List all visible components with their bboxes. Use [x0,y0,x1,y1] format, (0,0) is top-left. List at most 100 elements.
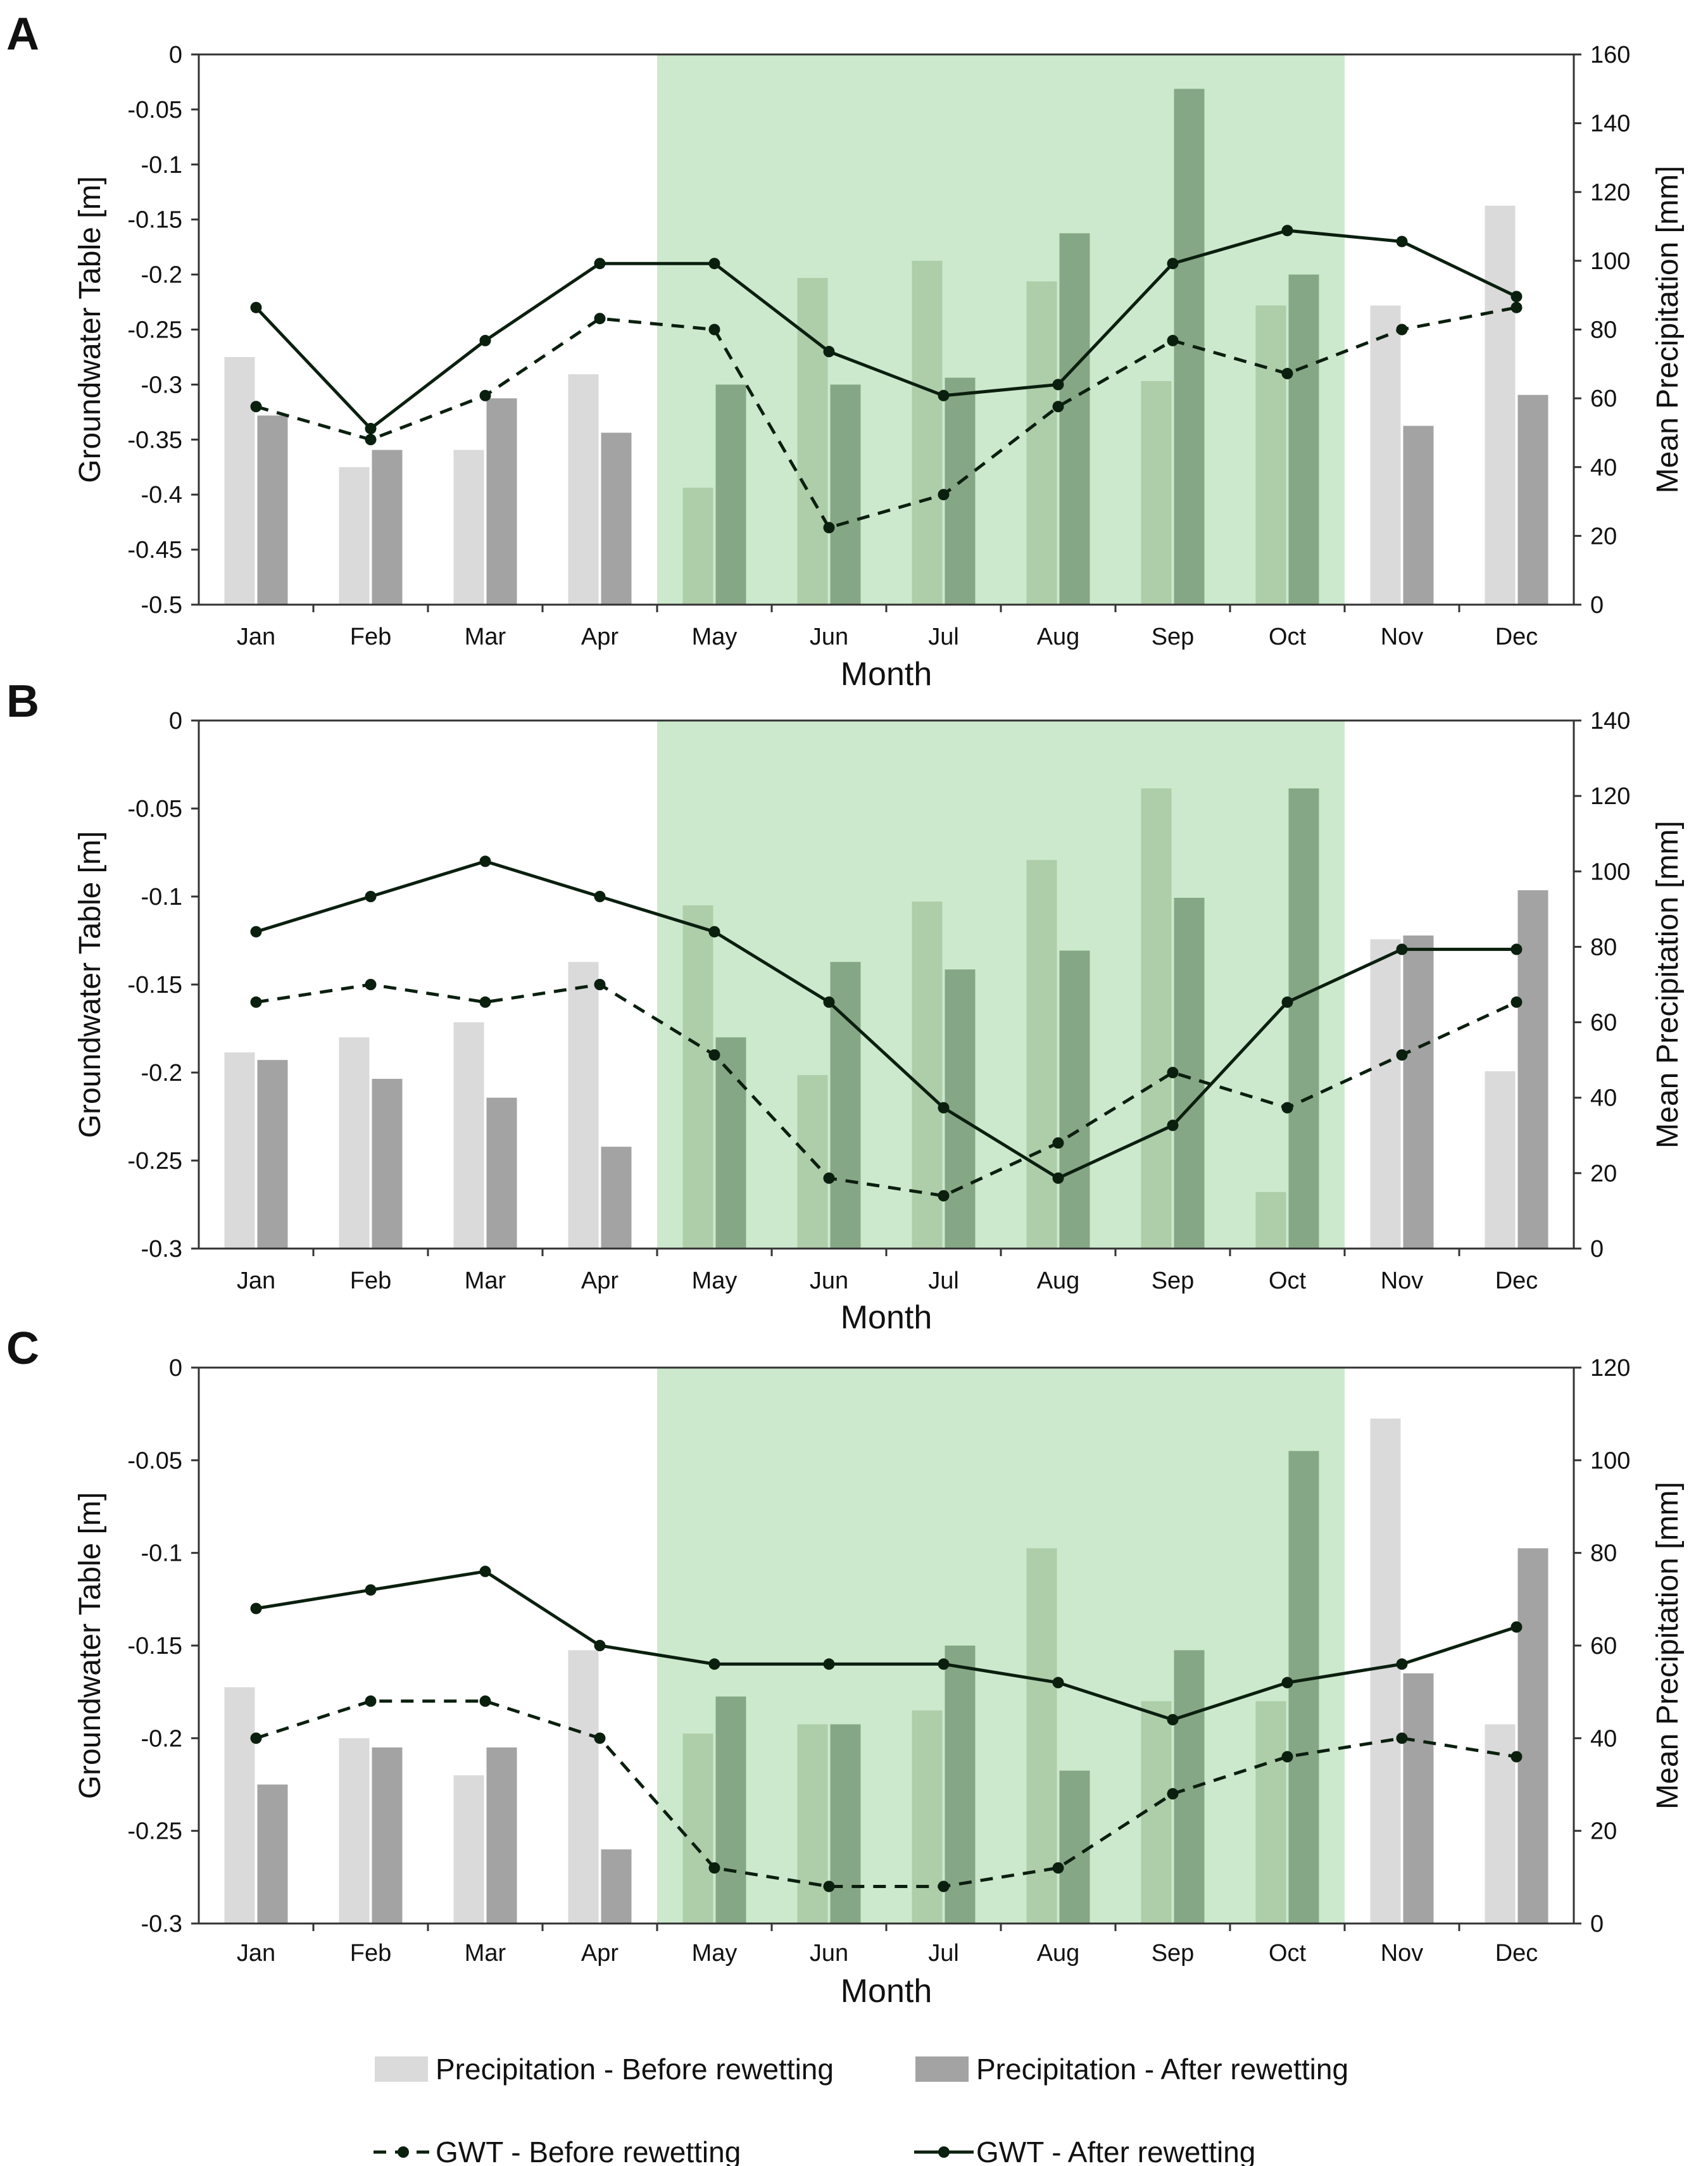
left-tick-label: -0.3 [141,1236,182,1262]
point-gwt-before-apr [594,1732,606,1744]
bar-precip-before-aug [1026,1548,1057,1924]
point-gwt-after-aug [1052,379,1064,391]
point-gwt-after-feb [365,891,377,902]
left-tick-label: -0.15 [127,972,182,998]
x-axis-title: Month [841,1299,932,1336]
point-gwt-before-jun [823,522,835,534]
x-tick-label-mar: Mar [465,624,506,650]
legend-label-precip-after: Precipitation - After rewetting [976,2053,1348,2086]
bar-precip-before-sep [1141,381,1172,605]
bar-precip-after-aug [1059,233,1090,605]
bar-precip-before-oct [1255,305,1286,605]
right-tick-label: 80 [1590,1540,1617,1567]
point-gwt-before-may [708,1049,720,1061]
bar-precip-after-sep [1174,897,1205,1249]
right-tick-label: 0 [1590,1236,1604,1262]
point-gwt-before-jan [250,1732,262,1744]
x-tick-label-dec: Dec [1495,1268,1538,1294]
left-tick-label: -0.45 [127,537,182,564]
point-gwt-after-nov [1396,236,1408,248]
line-gwt-before [256,983,1517,1198]
right-tick-label: 60 [1590,386,1617,412]
bar-precip-after-nov [1403,425,1434,605]
x-tick-label-jan: Jan [237,624,275,650]
point-gwt-before-dec [1510,996,1523,1008]
left-tick-label: -0.4 [141,482,182,508]
bar-precip-before-dec [1485,205,1516,605]
left-tick-label: -0.3 [141,1911,182,1937]
point-gwt-before-jun [823,1880,835,1892]
bar-precip-after-dec [1517,394,1548,605]
point-gwt-after-sep [1167,1714,1179,1726]
point-gwt-after-mar [479,855,491,867]
x-tick-label-mar: Mar [465,1268,506,1294]
point-gwt-before-mar [479,1695,491,1707]
left-tick-label: -0.5 [141,592,182,619]
bar-precip-after-aug [1059,1770,1090,1924]
point-gwt-after-may [708,258,720,270]
bar-precip-after-feb [372,1747,403,1924]
right-tick-label: 40 [1590,455,1617,481]
point-gwt-before-jul [938,1190,950,1202]
panel-a: 0 -0.05 -0.1 -0.15 -0.2 -0.25 -0.3 -0.35 -0.4 -0.… [6,9,1685,693]
point-gwt-before-feb [365,979,377,990]
point-gwt-after-feb [365,422,377,434]
point-gwt-after-sep [1167,1119,1179,1131]
bar-precip-before-jul [912,260,943,605]
left-tick-label: 0 [169,708,182,734]
bar-precip-before-jan [224,356,255,605]
x-tick-label-mar: Mar [465,1940,506,1967]
bar-precip-before-dec [1485,1724,1516,1924]
right-tick-label: 120 [1590,783,1630,810]
point-gwt-before-may [708,1862,720,1874]
bar-precip-after-jul [945,1646,976,1924]
point-gwt-before-dec [1510,301,1523,313]
point-gwt-before-mar [479,996,491,1008]
right-tick-label: 120 [1590,179,1630,206]
bar-precip-before-jun [797,278,828,605]
x-tick-label-apr: Apr [581,1940,619,1967]
bar-precip-before-jan [224,1052,255,1249]
right-tick-label: 60 [1590,1010,1617,1036]
point-gwt-after-jul [938,1658,950,1670]
bar-precip-before-oct [1255,1192,1286,1249]
point-gwt-after-jan [250,1602,262,1615]
bar-precip-before-mar [453,1022,484,1249]
bar-precip-after-apr [601,432,632,605]
bar-precip-before-feb [339,467,370,605]
left-tick-label: 0 [169,42,182,68]
legend-marker-gwt-before [398,2146,409,2158]
right-tick-label: 140 [1590,111,1630,137]
left-axis-title: Groundwater Table [m] [73,176,107,483]
point-gwt-before-jul [938,489,950,501]
line-gwt-after [255,859,1517,1180]
bar-precip-after-jan [257,415,288,605]
point-gwt-before-sep [1167,334,1179,346]
point-gwt-before-jul [938,1880,950,1892]
point-gwt-before-nov [1396,1049,1408,1061]
bar-precip-after-may [715,1037,746,1249]
panel-label-a: A [6,9,39,60]
point-gwt-after-aug [1052,1677,1064,1689]
x-axis-title: Month [841,1973,932,2010]
bar-precip-after-feb [372,450,403,605]
bar-precip-after-aug [1059,950,1090,1249]
x-tick-label-nov: Nov [1381,1268,1424,1294]
point-gwt-before-may [708,324,720,336]
x-tick-label-dec: Dec [1495,624,1538,650]
point-gwt-after-apr [594,891,606,902]
bar-precip-after-nov [1403,935,1434,1249]
right-tick-label: 0 [1590,1911,1604,1937]
bar-precip-before-dec [1485,1071,1516,1249]
growing-season-shade [657,721,1345,1249]
x-tick-label-oct: Oct [1269,624,1307,650]
point-gwt-before-feb [365,434,377,446]
point-gwt-after-may [708,1658,720,1670]
x-tick-label-nov: Nov [1381,624,1424,650]
right-axis-title: Mean Precipitation [mm] [1651,821,1685,1149]
bar-precip-after-mar [486,1747,517,1924]
point-gwt-before-jan [250,996,262,1008]
point-gwt-after-oct [1281,996,1293,1008]
point-gwt-after-nov [1396,943,1408,955]
bar-precip-after-dec [1517,890,1548,1249]
